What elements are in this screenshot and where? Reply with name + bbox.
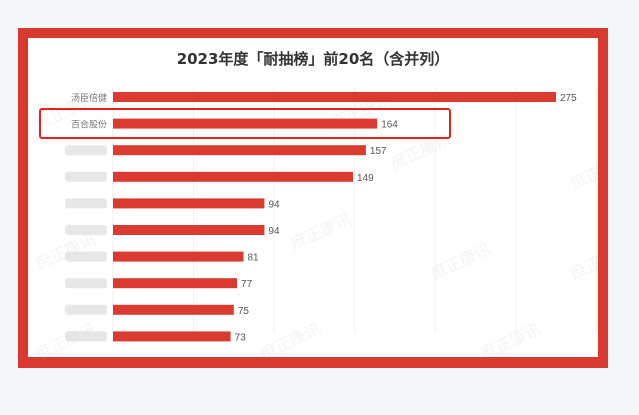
data-label: 94 (268, 199, 280, 210)
data-label: 149 (357, 173, 374, 184)
data-label: 81 (247, 253, 259, 264)
bar (113, 304, 234, 315)
data-label: 275 (560, 93, 577, 104)
data-label: 94 (268, 226, 280, 237)
blurred-category-label (65, 198, 107, 209)
blurred-category-label (65, 278, 107, 289)
data-label: 75 (238, 306, 250, 317)
blurred-category-label (65, 251, 107, 262)
data-label: 73 (235, 332, 247, 343)
bar (113, 278, 238, 289)
bar (113, 251, 244, 262)
category-label: 百合股份 (71, 119, 107, 131)
data-label: 164 (381, 120, 398, 131)
category-label: 汤臣倍健 (71, 92, 107, 104)
chart-panel: 庶正康讯 庶正康讯 庶正康讯 庶正康讯 庶正康讯 庶正康讯 庶正康讯 庶正康讯 庶正康讯 庶正康讯… (28, 38, 598, 357)
bar (113, 331, 231, 342)
bar (113, 118, 378, 129)
bar (113, 145, 366, 156)
bar (113, 171, 354, 182)
bar-chart: 275 汤臣倍健 164 百合股份 157 149 94 94 81 77 75 73 (65, 88, 597, 343)
blurred-category-label (65, 145, 107, 156)
blurred-category-label (65, 331, 107, 342)
data-label: 77 (241, 279, 253, 290)
highlight-box (39, 108, 451, 139)
data-label: 157 (370, 146, 387, 157)
bar (113, 198, 265, 209)
bar (113, 225, 265, 235)
blurred-category-label (65, 171, 107, 182)
blurred-category-label (65, 225, 107, 235)
bar (113, 92, 556, 102)
blurred-category-label (65, 304, 107, 315)
chart-title: 2023年度「耐抽榜」前20名（含并列） (176, 50, 450, 68)
